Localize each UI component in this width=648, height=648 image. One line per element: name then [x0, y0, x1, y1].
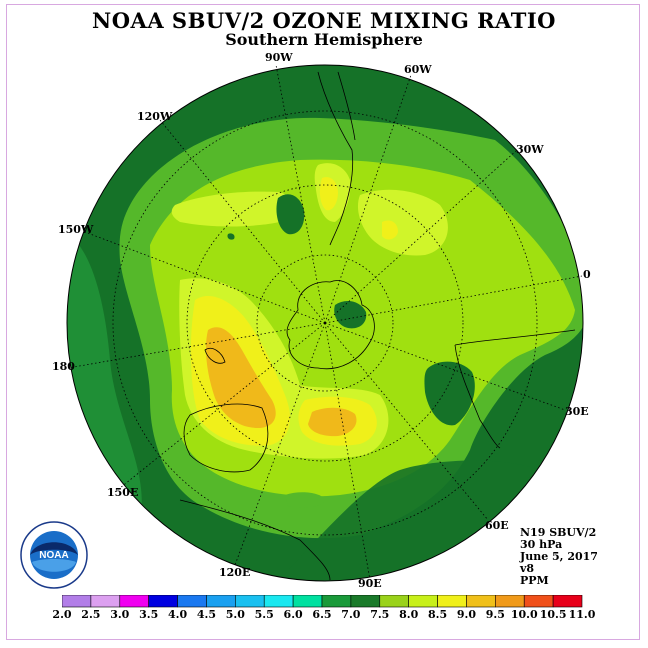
antarctica-coast: [286, 280, 375, 370]
lon-label-150e: 150E: [107, 486, 139, 499]
colorbar-tick-label: 8.5: [427, 608, 448, 621]
colorbar-tick-label: 4.5: [196, 608, 217, 621]
colorbar-swatch: [177, 595, 207, 608]
info-level: 30 hPa: [520, 538, 563, 551]
australia-coast: [183, 403, 269, 473]
level-8-5-area-atlantic: [357, 189, 448, 256]
colorbar-swatch: [263, 595, 294, 608]
colorbar-tick-label: 7.0: [341, 608, 361, 621]
colorbar-swatch: [119, 595, 149, 608]
contour-field: [67, 65, 583, 581]
info-units: PPM: [520, 574, 549, 587]
level-9-5-area-pacific: [205, 327, 276, 428]
colorbar-swatch: [235, 595, 265, 608]
colorbar-swatch: [350, 595, 381, 608]
colorbar-tick-label: 6.0: [283, 608, 303, 621]
logo-text: NOAA: [39, 550, 68, 561]
colorbar-tick-label: 9.5: [485, 608, 505, 621]
info-version: v8: [520, 562, 535, 575]
level-7-5-area-small: [285, 492, 326, 508]
lon-label-60w: 60W: [404, 63, 432, 76]
lon-label-30w: 30W: [516, 143, 544, 156]
colorbar-tick-label: 2.0: [52, 608, 72, 621]
lon-label-60e: 60E: [485, 519, 509, 532]
colorbar-tick-label: 3.5: [139, 608, 159, 621]
info-satellite: N19 SBUV/2: [520, 526, 597, 539]
colorbar-tick-label: 11.0: [568, 608, 596, 621]
colorbar: [62, 595, 583, 608]
lon-label-120e: 120E: [219, 566, 251, 579]
low-area-pole: [334, 300, 367, 329]
colorbar-swatch: [206, 595, 236, 608]
colorbar-tick-label: 5.5: [254, 608, 274, 621]
lon-label-0: 0: [583, 268, 591, 281]
africa-coast: [454, 329, 576, 449]
colorbar-tick-label: 7.5: [370, 608, 390, 621]
figure-frame: [6, 4, 640, 640]
level-9-0-area-atlantic: [382, 220, 398, 240]
low-area-small: [227, 233, 235, 240]
map-boundary: [66, 64, 584, 582]
south-america-coast-east: [337, 71, 356, 141]
level-8-5-area-upper: [171, 191, 295, 227]
map-subtitle: Southern Hemisphere: [225, 30, 423, 49]
low-area-africa: [424, 361, 475, 426]
colorbar-swatch: [292, 595, 323, 608]
colorbar-swatch: [379, 595, 409, 608]
lon-label-90w: 90W: [265, 51, 293, 64]
colorbar-swatch: [62, 595, 92, 608]
level-9-5-area-south: [308, 407, 357, 437]
info-block: N19 SBUV/2 30 hPa June 5, 2017 v8 PPM: [520, 527, 598, 587]
colorbar-tick-label: 6.5: [312, 608, 332, 621]
info-date: June 5, 2017: [520, 550, 598, 563]
colorbar-swatch: [321, 595, 352, 608]
colorbar-tick-label: 3.0: [110, 608, 130, 621]
south-america-coast: [317, 71, 354, 246]
colorbar-swatch: [495, 595, 525, 608]
coastlines: [179, 71, 576, 581]
lon-label-30e: 30E: [565, 405, 589, 418]
colorbar-swatch: [552, 595, 583, 608]
lon-label-180: 180: [52, 360, 75, 373]
map-title: NOAA SBUV/2 OZONE MIXING RATIO: [92, 8, 556, 33]
graticule: [67, 64, 583, 581]
colorbar-swatch: [90, 595, 121, 608]
colorbar-tick-label: 10.0: [510, 608, 538, 621]
new-zealand-coast: [204, 347, 226, 364]
colorbar-tick-label: 5.0: [225, 608, 245, 621]
low-area-andes: [276, 194, 305, 235]
colorbar-tick-label: 8.0: [399, 608, 419, 621]
level-9-0-area-andes: [319, 177, 338, 211]
colorbar-swatch: [466, 595, 496, 608]
colorbar-swatch: [523, 595, 554, 608]
colorbar-tick-label: 4.0: [167, 608, 188, 621]
colorbar-swatch: [408, 595, 438, 608]
colorbar-swatch: [148, 595, 178, 608]
asia-coast: [179, 499, 331, 581]
colorbar-tick-label: 10.5: [539, 608, 567, 621]
colorbar-tick-label: 2.5: [81, 608, 101, 621]
noaa-logo: NOAA: [20, 521, 88, 589]
colorbar-tick-label: 9.0: [456, 608, 477, 621]
lon-label-150w: 150W: [58, 223, 94, 236]
colorbar-swatch: [437, 595, 467, 608]
lon-label-120w: 120W: [137, 110, 173, 123]
lon-label-90e: 90E: [358, 577, 382, 590]
